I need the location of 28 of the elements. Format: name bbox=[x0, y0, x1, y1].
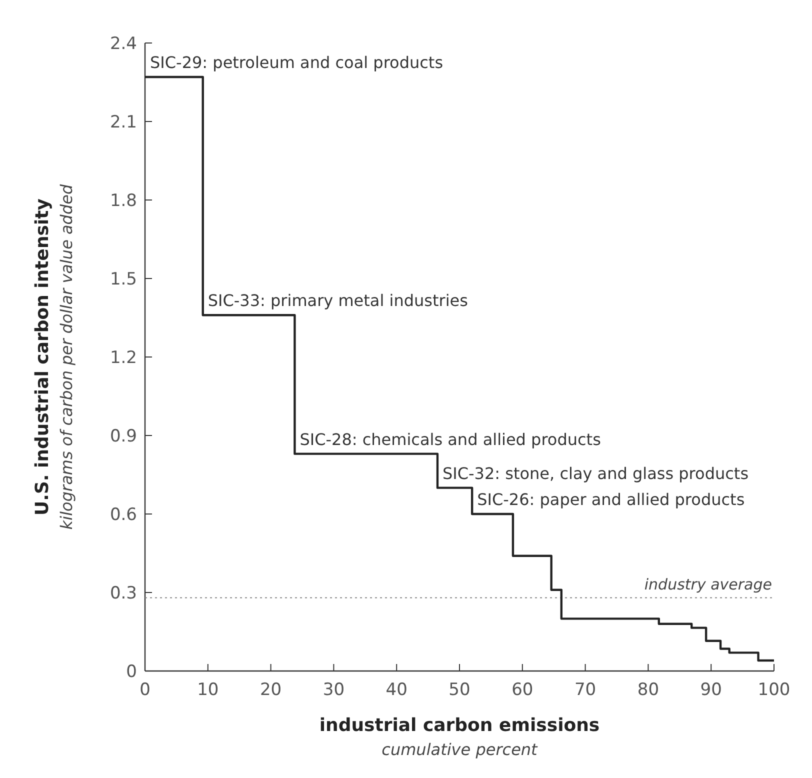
x-tick-label: 70 bbox=[574, 680, 596, 700]
annotation: SIC-26: paper and allied products bbox=[477, 490, 745, 509]
x-axis-title: industrial carbon emissions cumulative percent bbox=[319, 715, 600, 759]
ref-line-label: industry average bbox=[644, 576, 772, 594]
x-tick-label: 60 bbox=[512, 680, 534, 700]
y-axis-title: U.S. industrial carbon intensity kilograms of carbon per dollar value added bbox=[32, 184, 76, 530]
y-tick-label: 1.5 bbox=[110, 269, 137, 290]
y-tick-label: 2.4 bbox=[110, 34, 137, 54]
y-tick-label: 0 bbox=[126, 662, 137, 682]
y-tick-label: 1.8 bbox=[110, 190, 137, 211]
x-tick-label: 90 bbox=[700, 680, 722, 700]
annotation: SIC-33: primary metal industries bbox=[208, 291, 468, 310]
x-tick-label: 20 bbox=[260, 680, 282, 700]
annotation: SIC-32: stone, clay and glass products bbox=[442, 464, 749, 483]
x-tick-label: 10 bbox=[197, 680, 219, 700]
annotation: SIC-28: chemicals and allied products bbox=[300, 430, 601, 449]
y-tick-label: 0.6 bbox=[110, 504, 137, 525]
x-tick-label: 80 bbox=[637, 680, 660, 700]
y-tick-label: 2.1 bbox=[110, 112, 137, 132]
x-tick-label: 30 bbox=[322, 680, 345, 700]
x-tick-label: 0 bbox=[140, 680, 150, 700]
y-tick-label: 0.3 bbox=[110, 583, 137, 604]
x-tick-label: 100 bbox=[758, 680, 790, 700]
x-tick-label: 50 bbox=[448, 680, 470, 700]
annotation: SIC-29: petroleum and coal products bbox=[150, 53, 444, 72]
y-tick-label: 1.2 bbox=[110, 348, 137, 368]
x-tick-label: 40 bbox=[386, 680, 408, 700]
y-tick-label: 0.9 bbox=[110, 426, 137, 446]
